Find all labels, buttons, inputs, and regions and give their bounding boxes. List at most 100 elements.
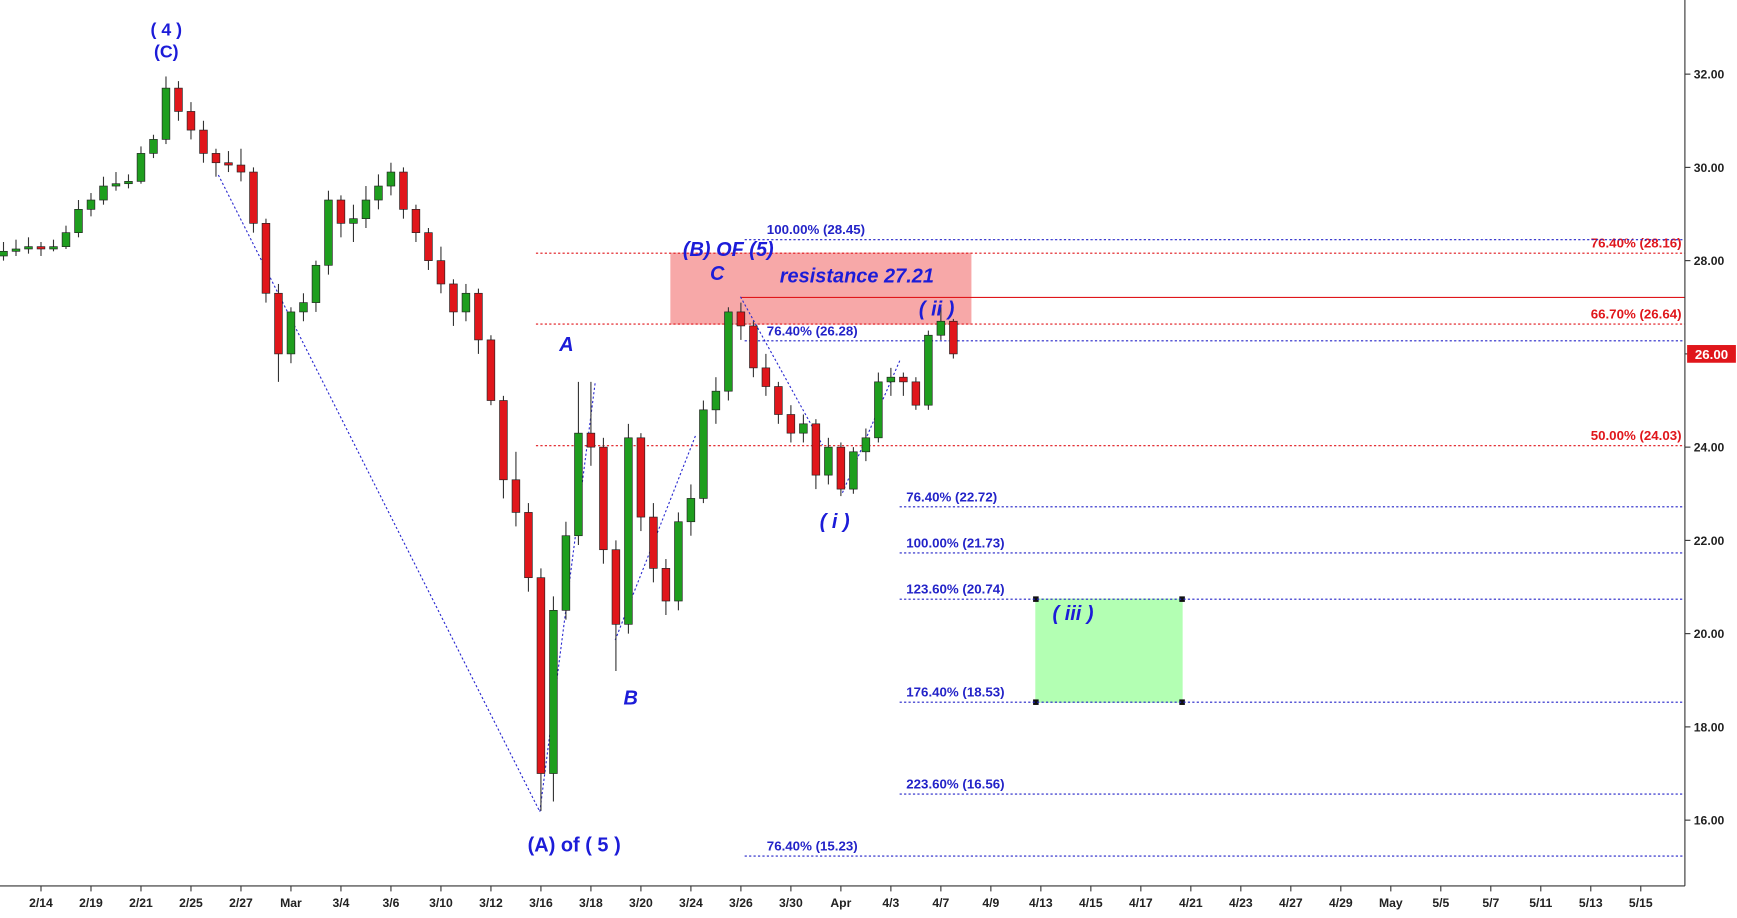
annotations: ( 4 ) (C) A B (B) OF (5)C resistance 27.21 ( i… — [151, 19, 1094, 856]
candle-body — [461, 292, 471, 313]
x-tick-label: May — [1379, 896, 1403, 910]
candles — [0, 76, 958, 811]
candle-body — [549, 609, 558, 774]
candle-body — [74, 209, 83, 233]
x-tick-label: 2/25 — [179, 896, 203, 910]
x-tick-label: 4/7 — [932, 896, 949, 910]
candle-body — [299, 302, 308, 313]
x-tick-label: 2/27 — [229, 896, 253, 910]
candle-body — [699, 409, 708, 499]
x-tick-label: 4/17 — [1129, 896, 1153, 910]
candle-body — [136, 153, 146, 182]
candle-body — [349, 218, 358, 224]
candle-body — [11, 248, 21, 252]
candle-body — [174, 87, 183, 112]
x-tick-label: 3/12 — [479, 896, 503, 910]
x-tick-label: 3/4 — [332, 896, 349, 910]
y-tick-label: 16.00 — [1694, 814, 1725, 828]
candle-body — [561, 535, 571, 611]
x-tick-label: 4/23 — [1229, 896, 1253, 910]
level-label: 50.00% (24.03) — [1591, 428, 1682, 443]
candle-body — [274, 292, 283, 355]
wave-label: ( ii ) — [919, 299, 955, 321]
candle-body — [511, 479, 521, 513]
candle-body — [849, 451, 858, 490]
candle-body — [211, 153, 221, 164]
y-tick-label: 30.00 — [1694, 161, 1725, 175]
x-tick-label: 3/24 — [679, 896, 703, 910]
candle-body — [886, 376, 896, 383]
level-label: 76.40% (28.16) — [1591, 236, 1682, 251]
candle-body — [674, 521, 683, 602]
candle-body — [899, 376, 908, 383]
candle-body — [49, 246, 58, 250]
x-tick-label: 4/21 — [1179, 896, 1203, 910]
zone-corner — [1033, 596, 1039, 602]
x-tick-label: 3/16 — [529, 896, 553, 910]
last-price-badge — [1687, 345, 1736, 363]
wave-label: B — [624, 687, 638, 709]
candle-body — [249, 171, 258, 224]
candle-body — [449, 283, 458, 313]
wave-label: resistance 27.21 — [780, 265, 934, 287]
candle-body — [874, 381, 883, 439]
candle-body — [774, 386, 783, 415]
candle-body — [411, 209, 421, 233]
x-tick-label: 4/29 — [1329, 896, 1353, 910]
candle-body — [0, 250, 8, 257]
candle-body — [661, 568, 671, 602]
level-label: 176.40% (18.53) — [906, 685, 1004, 700]
x-tick-label: Apr — [830, 896, 851, 910]
candle-body — [424, 232, 433, 261]
x-tick-label: 2/21 — [129, 896, 153, 910]
candle-body — [99, 185, 108, 201]
wave-label: ( iii ) — [1053, 603, 1094, 625]
candle-body — [799, 423, 808, 434]
last-price-label: 26.00 — [1695, 347, 1728, 362]
level-label: 76.40% (26.28) — [767, 323, 858, 338]
x-tick-label: 4/13 — [1029, 896, 1053, 910]
x-tick-label: Mar — [280, 896, 302, 910]
level-label: 100.00% (21.73) — [906, 535, 1004, 550]
candle-body — [236, 164, 246, 173]
y-tick-label: 20.00 — [1694, 627, 1725, 641]
x-tick-label: 5/5 — [1432, 896, 1449, 910]
candle-body — [324, 199, 333, 266]
candle-body — [361, 199, 371, 220]
candle-body — [524, 512, 533, 579]
candle-body — [599, 446, 608, 551]
zone — [670, 252, 972, 325]
y-tick-label: 28.00 — [1694, 254, 1725, 268]
y-tick-label: 22.00 — [1694, 534, 1725, 548]
wave-label: C — [710, 263, 725, 285]
level-label: 100.00% (28.45) — [767, 222, 865, 237]
candle-body — [336, 199, 346, 224]
candle-body — [86, 199, 96, 210]
candle-body — [711, 390, 721, 411]
levels: 76.40% (28.16) 100.00% (28.45) 66.70% (26.… — [535, 222, 1685, 857]
x-tick-label: 4/27 — [1279, 896, 1303, 910]
candle-body — [811, 423, 821, 476]
zone — [1035, 598, 1183, 703]
candle-body — [649, 516, 658, 569]
zone-corner — [1179, 596, 1185, 602]
wave-label: (B) OF (5) — [683, 239, 774, 261]
wave-line — [739, 296, 823, 446]
x-tick-label: 4/3 — [882, 896, 899, 910]
candle-body — [949, 320, 958, 355]
candle-body — [824, 446, 833, 476]
zone-corner — [1033, 699, 1039, 705]
x-tick-label: 3/26 — [729, 896, 753, 910]
x-tick-label: 2/19 — [79, 896, 103, 910]
candle-body — [686, 498, 696, 523]
candle-body — [61, 232, 71, 247]
x-tick-label: 4/15 — [1079, 896, 1103, 910]
candle-body — [161, 87, 171, 140]
candle-body — [224, 162, 233, 166]
candle-body — [124, 181, 133, 185]
level-label: 76.40% (22.72) — [906, 489, 997, 504]
wave-label: ( i ) — [820, 511, 850, 533]
